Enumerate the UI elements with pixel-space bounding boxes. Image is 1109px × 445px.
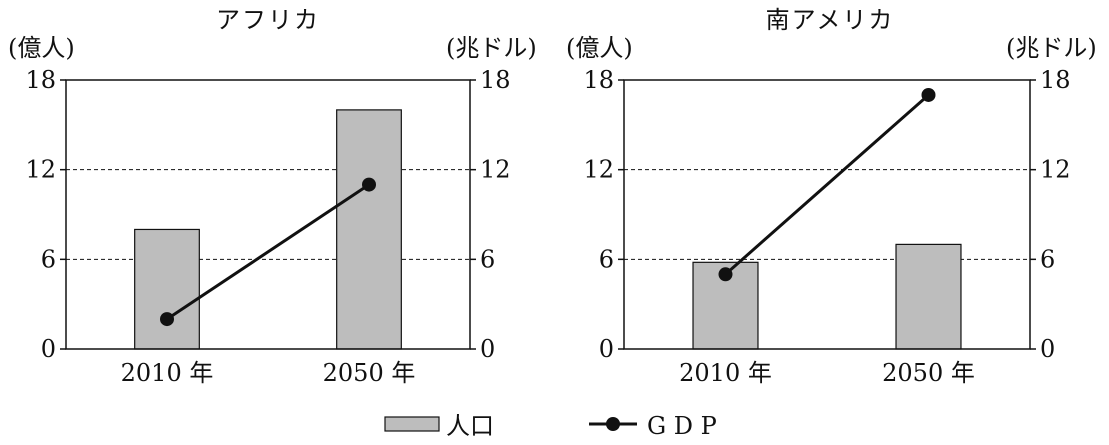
legend-line-marker [606,417,620,431]
gdp-point [362,177,376,192]
chart-africa: アフリカ (億人) (兆ドル) 0 0 6 6 12 12 18 18 2010 年 2050 年 [8,6,537,387]
chart-africa-title: アフリカ [216,6,320,34]
gdp-line [724,93,930,276]
chart-south-america-title: 南アメリカ [766,6,895,34]
y-tick-label-right: 12 [1040,156,1071,184]
y-tick-label-left: 6 [599,245,614,273]
legend-bar-label: 人口 [446,412,494,440]
chart-south-america: 南アメリカ (億人) (兆ドル) 0 0 6 6 12 12 18 18 2010 年 2050 … [566,6,1097,387]
chart-south-america-left-unit: (億人) [566,34,633,62]
x-tick-label: 2010 年 [121,359,214,387]
legend-bar-swatch [384,416,440,432]
y-tick-label-right: 6 [480,245,495,273]
y-tick-label-left: 0 [599,335,614,363]
y-tick-label-right: 0 [1040,335,1055,363]
plot-frame [623,79,1031,350]
y-tick-label-left: 18 [583,66,614,94]
chart-africa-plot: 0 0 6 6 12 12 18 18 2010 年 2050 年 [25,66,510,387]
y-tick-label-right: 18 [1040,66,1071,94]
chart-africa-right-unit: (兆ドル) [446,34,537,62]
gdp-point [160,312,174,327]
y-tick-label-right: 12 [480,156,511,184]
x-tick-label: 2050 年 [323,359,416,387]
gdp-line [166,183,370,321]
y-tick-label-right: 6 [1040,245,1055,273]
bar [336,109,402,350]
y-tick-label-left: 18 [25,66,56,94]
y-tick-label-right: 18 [480,66,511,94]
chart-africa-left-unit: (億人) [8,34,75,62]
y-tick-label-right: 0 [480,335,495,363]
bar [134,228,200,350]
gdp-point [718,267,733,282]
bar [895,243,962,350]
x-tick-label: 2010 年 [679,359,772,387]
gdp-point [921,87,936,102]
chart-south-america-right-unit: (兆ドル) [1006,34,1097,62]
chart-south-america-plot: 0 0 6 6 12 12 18 18 2010 年 2050 年 [583,66,1070,387]
legend: 人口 G D P [384,412,717,440]
y-tick-label-left: 12 [583,156,614,184]
y-tick-label-left: 6 [41,245,56,273]
y-tick-label-left: 12 [25,156,56,184]
x-tick-label: 2050 年 [882,359,975,387]
plot-frame [65,79,471,350]
y-tick-label-left: 0 [41,335,56,363]
legend-line-label: G D P [647,412,717,440]
